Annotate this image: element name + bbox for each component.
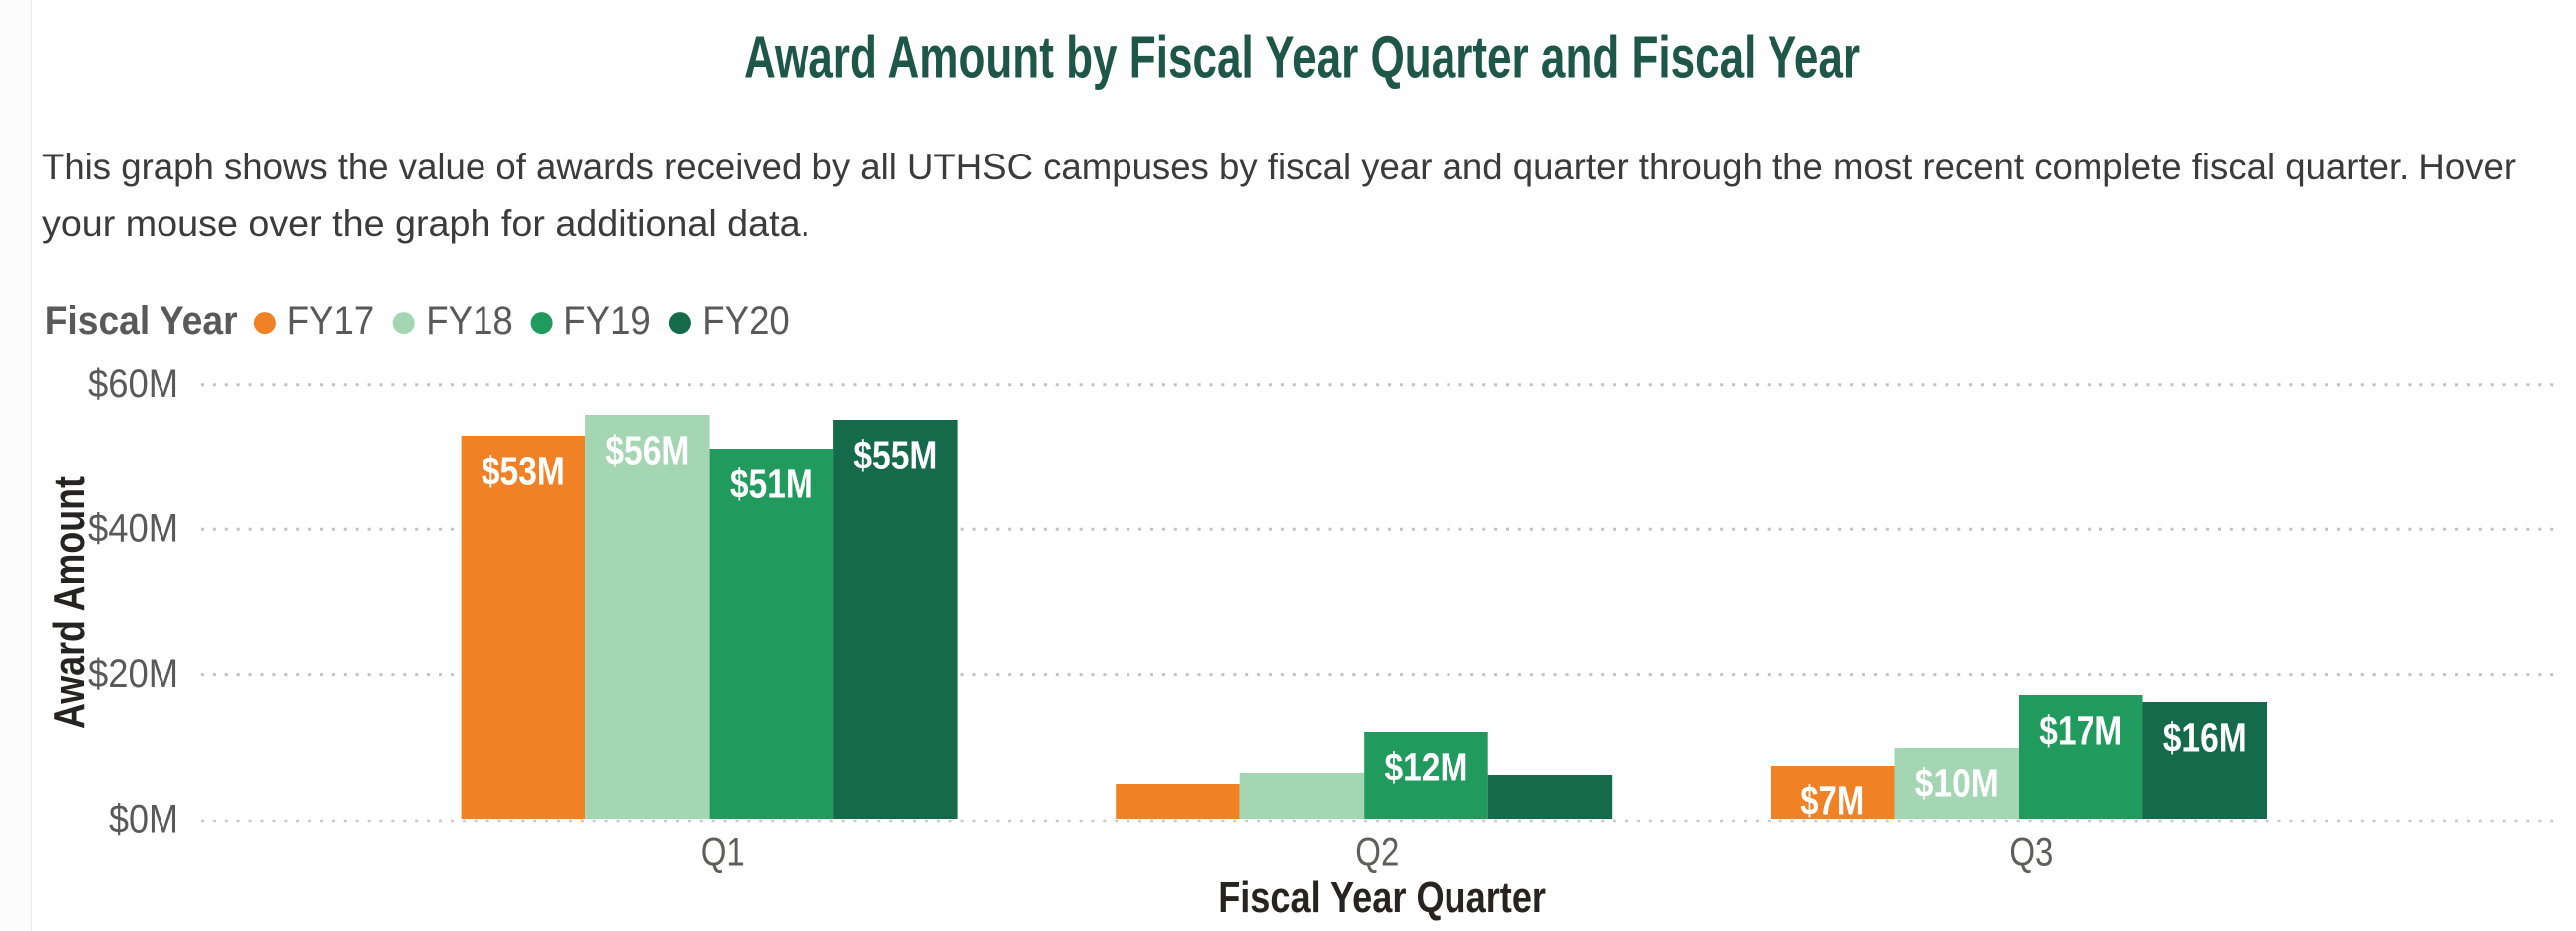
svg-text:FY20: FY20 [702, 299, 790, 343]
svg-text:FY18: FY18 [426, 299, 513, 343]
svg-text:$16M: $16M [2163, 715, 2247, 761]
svg-text:FY19: FY19 [563, 299, 651, 343]
svg-text:FY17: FY17 [287, 299, 375, 343]
svg-text:Award Amount: Award Amount [45, 476, 94, 729]
svg-text:Fiscal Year Quarter: Fiscal Year Quarter [1218, 873, 1546, 922]
svg-text:your mouse over the graph for: your mouse over the graph for additional… [42, 202, 810, 244]
svg-text:$20M: $20M [88, 652, 178, 696]
svg-text:Q1: Q1 [701, 831, 745, 875]
svg-text:$53M: $53M [482, 449, 565, 494]
svg-text:Q2: Q2 [1355, 831, 1399, 875]
svg-text:$10M: $10M [1915, 761, 1999, 806]
svg-text:$0M: $0M [109, 797, 178, 841]
svg-text:$55M: $55M [853, 433, 937, 478]
svg-text:$17M: $17M [2039, 708, 2122, 754]
svg-text:$51M: $51M [730, 462, 813, 507]
svg-text:$40M: $40M [88, 507, 178, 551]
svg-text:Q3: Q3 [2009, 831, 2053, 875]
svg-text:$60M: $60M [88, 362, 178, 406]
svg-text:$7M: $7M [1800, 778, 1864, 824]
svg-text:$12M: $12M [1384, 745, 1467, 790]
svg-text:Award Amount by Fiscal Year Qu: Award Amount by Fiscal Year Quarter and … [744, 25, 1860, 91]
svg-text:This graph shows the value of: This graph shows the value of awards rec… [42, 146, 2516, 187]
svg-text:$56M: $56M [605, 428, 689, 473]
svg-text:Fiscal Year: Fiscal Year [45, 299, 238, 343]
